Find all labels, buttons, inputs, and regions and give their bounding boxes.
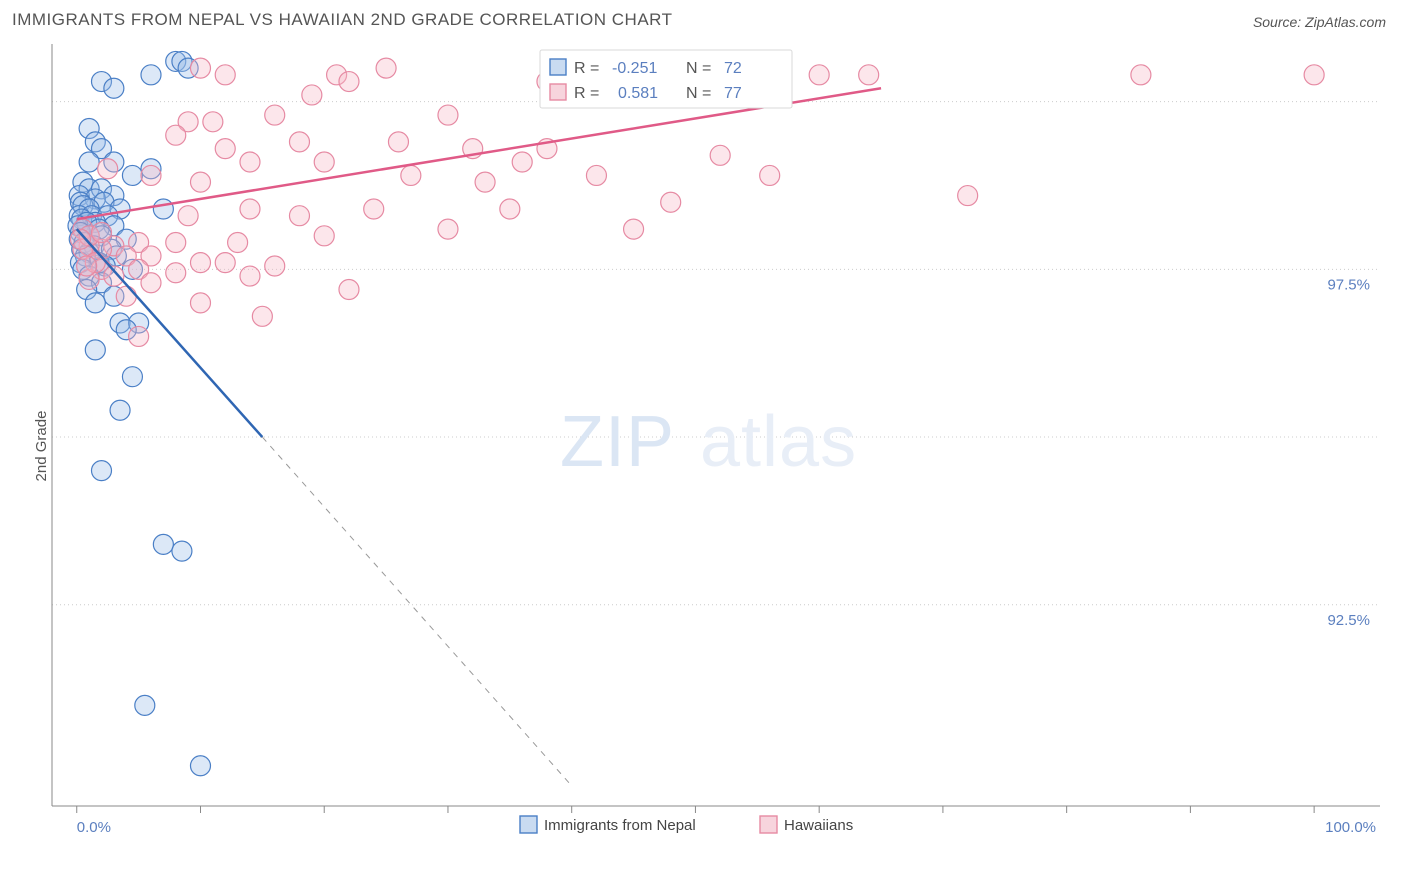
legend-r-label: R = — [574, 60, 599, 77]
data-point-nepal — [110, 400, 130, 420]
data-point-hawaiian — [98, 159, 118, 179]
data-point-hawaiian — [401, 165, 421, 185]
data-point-hawaiian — [203, 112, 223, 132]
series-swatch-hawaiian — [760, 816, 777, 833]
data-point-hawaiian — [265, 256, 285, 276]
data-point-hawaiian — [215, 253, 235, 273]
data-point-hawaiian — [339, 279, 359, 299]
y-axis-label: 2nd Grade — [33, 411, 50, 482]
data-point-nepal — [85, 340, 105, 360]
data-point-nepal — [190, 756, 210, 776]
data-point-hawaiian — [129, 326, 149, 346]
source-name: ZipAtlas.com — [1305, 14, 1386, 30]
legend-r-value-hawaiian: 0.581 — [618, 85, 658, 102]
data-point-nepal — [85, 293, 105, 313]
legend-swatch-nepal — [550, 59, 566, 75]
data-point-nepal — [141, 65, 161, 85]
data-point-hawaiian — [77, 256, 97, 276]
data-point-hawaiian — [240, 266, 260, 286]
data-point-hawaiian — [215, 139, 235, 159]
data-point-hawaiian — [500, 199, 520, 219]
data-point-hawaiian — [760, 165, 780, 185]
data-point-nepal — [104, 78, 124, 98]
data-point-hawaiian — [178, 206, 198, 226]
chart-header: IMMIGRANTS FROM NEPAL VS HAWAIIAN 2ND GR… — [0, 0, 1406, 36]
scatter-chart: 92.5% 97.5% ZIP atlas 0.0% 100.0% R = -0.251 N =… — [0, 36, 1406, 856]
data-point-hawaiian — [376, 58, 396, 78]
data-point-nepal — [91, 461, 111, 481]
data-point-nepal — [172, 541, 192, 561]
data-point-hawaiian — [190, 253, 210, 273]
data-point-hawaiian — [166, 233, 186, 253]
data-point-hawaiian — [438, 219, 458, 239]
chart-title: IMMIGRANTS FROM NEPAL VS HAWAIIAN 2ND GR… — [12, 10, 673, 30]
data-point-hawaiian — [141, 165, 161, 185]
data-point-hawaiian — [809, 65, 829, 85]
chart-source: Source: ZipAtlas.com — [1253, 14, 1386, 30]
source-prefix: Source: — [1253, 14, 1305, 30]
data-point-hawaiian — [116, 286, 136, 306]
data-point-hawaiian — [190, 58, 210, 78]
data-point-hawaiian — [289, 132, 309, 152]
series-name-hawaiian: Hawaiians — [784, 817, 853, 834]
data-point-hawaiian — [302, 85, 322, 105]
watermark-icon: atlas — [700, 402, 857, 482]
data-point-hawaiian — [388, 132, 408, 152]
data-point-hawaiian — [314, 152, 334, 172]
y-tick-label: 97.5% — [1327, 276, 1370, 293]
data-point-hawaiian — [91, 222, 111, 242]
trendline-nepal-ext — [262, 437, 571, 786]
data-point-hawaiian — [438, 105, 458, 125]
data-point-hawaiian — [958, 186, 978, 206]
watermark-icon: ZIP — [560, 402, 675, 482]
data-point-nepal — [153, 534, 173, 554]
data-point-hawaiian — [586, 165, 606, 185]
data-point-hawaiian — [710, 145, 730, 165]
data-point-nepal — [135, 695, 155, 715]
data-point-hawaiian — [1304, 65, 1324, 85]
data-point-hawaiian — [289, 206, 309, 226]
data-point-hawaiian — [166, 263, 186, 283]
data-point-nepal — [79, 152, 99, 172]
data-point-hawaiian — [166, 125, 186, 145]
data-point-hawaiian — [190, 293, 210, 313]
data-point-hawaiian — [512, 152, 532, 172]
data-point-hawaiian — [252, 306, 272, 326]
series-swatch-nepal — [520, 816, 537, 833]
data-point-hawaiian — [624, 219, 644, 239]
legend-r-label: R = — [574, 85, 599, 102]
x-tick-label: 100.0% — [1325, 819, 1376, 836]
data-point-hawaiian — [240, 199, 260, 219]
data-point-hawaiian — [339, 72, 359, 92]
x-tick-label: 0.0% — [77, 819, 111, 836]
data-point-nepal — [122, 165, 142, 185]
data-point-hawaiian — [240, 152, 260, 172]
data-point-hawaiian — [215, 65, 235, 85]
data-point-hawaiian — [475, 172, 495, 192]
legend-n-value-nepal: 72 — [724, 60, 742, 77]
chart-area: 2nd Grade 92.5% 97.5% ZIP atlas 0.0% 100.0% R … — [0, 36, 1406, 856]
data-point-hawaiian — [859, 65, 879, 85]
data-point-hawaiian — [141, 273, 161, 293]
series-name-nepal: Immigrants from Nepal — [544, 817, 696, 834]
legend-n-value-hawaiian: 77 — [724, 85, 742, 102]
data-point-hawaiian — [661, 192, 681, 212]
legend-r-value-nepal: -0.251 — [612, 60, 657, 77]
y-tick-label: 92.5% — [1327, 612, 1370, 629]
data-point-hawaiian — [1131, 65, 1151, 85]
data-point-hawaiian — [314, 226, 334, 246]
legend-n-label: N = — [686, 85, 711, 102]
legend-n-label: N = — [686, 60, 711, 77]
data-point-nepal — [153, 199, 173, 219]
data-point-nepal — [122, 367, 142, 387]
data-point-hawaiian — [364, 199, 384, 219]
legend-swatch-hawaiian — [550, 84, 566, 100]
data-point-hawaiian — [228, 233, 248, 253]
data-point-hawaiian — [265, 105, 285, 125]
data-point-hawaiian — [190, 172, 210, 192]
